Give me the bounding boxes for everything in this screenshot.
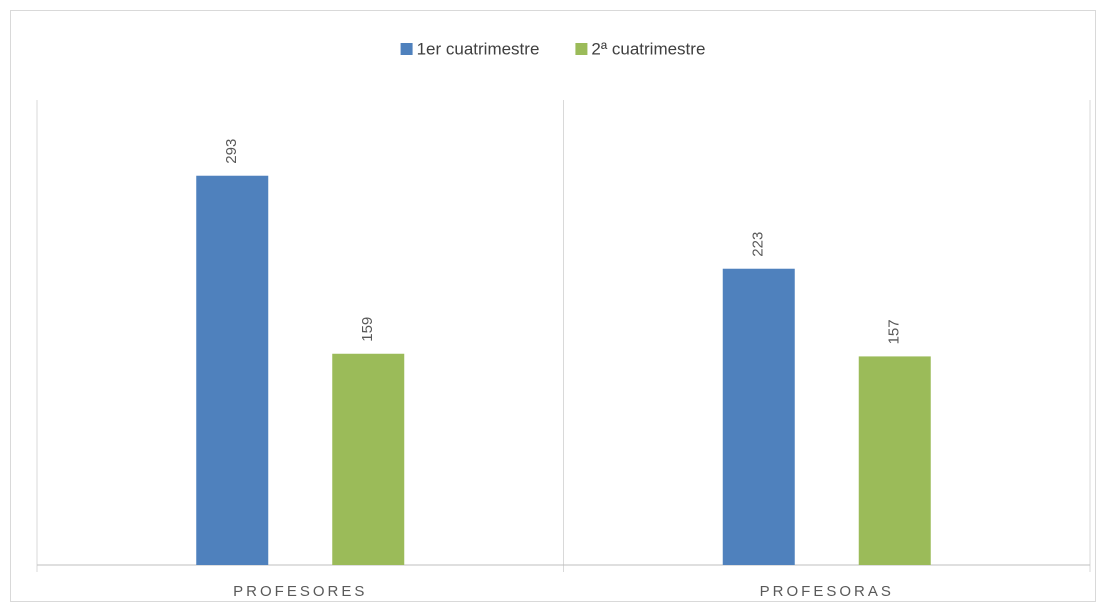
data-label: 293 [223,139,240,164]
data-label: 157 [886,319,903,344]
data-label: 223 [750,232,767,257]
legend-swatch [400,43,413,55]
legend-label: 2ª cuatrimestre [591,39,705,58]
data-label: 159 [359,317,376,342]
legend-swatch [575,43,588,55]
bar [722,268,795,565]
x-tick-label: PROFESORAS [760,583,894,600]
x-tick-label: PROFESORES [233,583,367,600]
bar [332,353,405,565]
bar [858,356,931,565]
legend-label: 1er cuatrimestre [417,39,540,58]
bar [196,175,269,565]
chart-border [10,10,1096,602]
